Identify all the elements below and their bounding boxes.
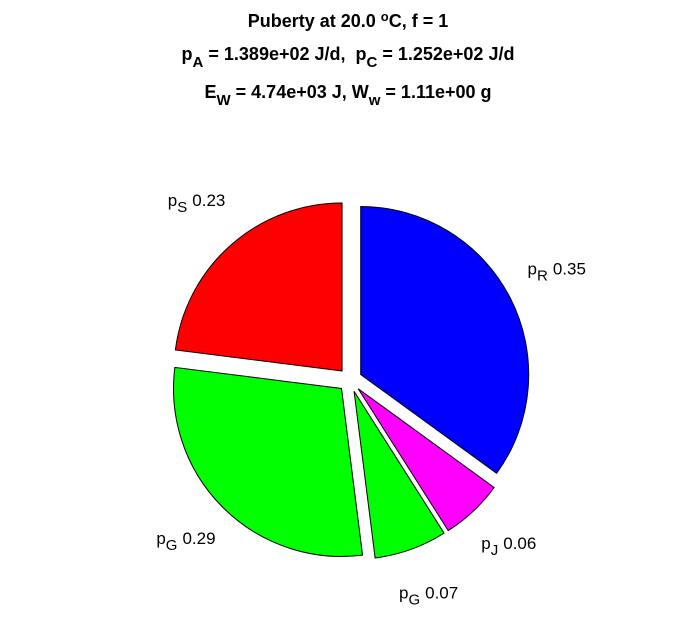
label-value: 0.07 — [425, 583, 458, 602]
slice-label: pR 0.35 — [528, 260, 586, 285]
label-sub: G — [166, 537, 178, 554]
title-script: W — [216, 92, 231, 109]
label-base: p — [156, 529, 165, 548]
slice-label: pG 0.07 — [399, 583, 458, 608]
label-sub: S — [177, 199, 187, 216]
pie-slice — [353, 391, 445, 559]
title-text: p — [182, 44, 193, 64]
title-text: Puberty at 20.0 — [248, 11, 381, 31]
label-base: p — [481, 534, 490, 553]
label-base: p — [399, 583, 408, 602]
title-script: o — [381, 9, 389, 24]
title-text: = 4.74e+03 J, W — [231, 82, 369, 102]
chart-title: pA = 1.389e+02 J/d, pC = 1.252e+02 J/d — [182, 44, 515, 71]
slice-label: pG 0.29 — [156, 529, 215, 554]
slice-label: pJ 0.06 — [481, 534, 536, 559]
pie-slice — [357, 388, 495, 532]
label-value: 0.06 — [503, 534, 536, 553]
title-text: = 1.389e+02 J/d, p — [203, 44, 366, 64]
chart-title: Puberty at 20.0 oC, f = 1 — [248, 9, 449, 31]
title-script: A — [193, 54, 204, 71]
chart-title: EW = 4.74e+03 J, Ww = 1.11e+00 g — [204, 82, 491, 109]
label-sub: G — [408, 591, 420, 608]
label-base: p — [528, 260, 537, 279]
label-value: 0.35 — [553, 260, 586, 279]
label-value: 0.29 — [182, 529, 215, 548]
pie-slice — [174, 202, 343, 372]
title-script: C — [367, 54, 378, 71]
title-text: C, f = 1 — [389, 11, 449, 31]
pie-slice — [360, 206, 530, 474]
title-text: = 1.252e+02 J/d — [377, 44, 514, 64]
title-script: w — [368, 92, 381, 109]
title-text: E — [204, 82, 216, 102]
pie-slice — [173, 366, 364, 557]
label-sub: R — [537, 268, 548, 285]
title-text: = 1.11e+00 g — [380, 82, 491, 102]
label-sub: J — [491, 542, 499, 559]
label-value: 0.23 — [192, 191, 225, 210]
label-base: p — [168, 191, 177, 210]
slice-label: pS 0.23 — [168, 191, 226, 216]
